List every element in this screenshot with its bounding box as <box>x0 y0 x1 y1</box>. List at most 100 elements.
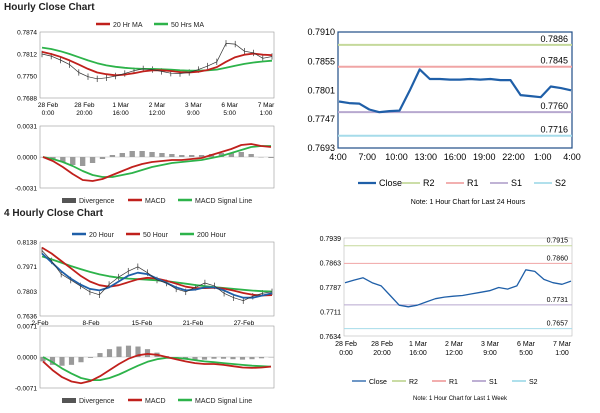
x-tick-date: 3 Mar <box>481 341 500 348</box>
x-tick-label: 10:00 <box>385 152 408 162</box>
y-tick-label: 0.7874 <box>17 30 37 37</box>
divergence-bar <box>68 357 75 365</box>
close-line <box>344 269 572 308</box>
macd-line <box>42 143 272 182</box>
y-tick-label: -0.0071 <box>15 386 37 393</box>
x-tick-date: 28 Feb <box>38 102 59 109</box>
y-tick-label: 0.7787 <box>320 285 342 292</box>
legend-r1-label: R1 <box>467 178 479 188</box>
x-tick-label: 19:00 <box>473 152 496 162</box>
hourly-close-24h-chart: 0.7910 0.7855 0.7801 0.7747 0.7693 0.7886 0.78… <box>307 27 581 206</box>
x-tick-time: 9:00 <box>483 350 497 357</box>
x-tick-date: 2 Mar <box>149 102 166 109</box>
divergence-bar <box>60 157 66 162</box>
series-20hr-ma-line <box>41 51 273 77</box>
x-tick-time: 1:00 <box>260 110 273 117</box>
x-tick-label: 8-Feb <box>83 320 100 327</box>
y-tick-label: 0.7939 <box>320 236 342 243</box>
divergence-bar <box>106 349 113 357</box>
divergence-bar <box>40 357 46 362</box>
macd-line <box>42 352 272 385</box>
divergence-bar <box>238 152 244 157</box>
chart-note: Note: 1 Hour Chart for Last 24 Hours <box>411 199 526 206</box>
plot-frame <box>39 241 275 317</box>
divergence-bar <box>129 151 135 157</box>
divergence-bar <box>89 157 96 163</box>
x-tick-date: 2 Mar <box>445 341 464 348</box>
close-line <box>338 68 572 114</box>
x-tick-label: 22:00 <box>502 152 525 162</box>
level-label-s1: 0.7760 <box>540 101 568 111</box>
x-tick-label: 2-Feb <box>32 320 49 327</box>
x-tick-label: 27-Feb <box>234 320 255 327</box>
x-tick-time: 9:00 <box>187 110 200 117</box>
series-200-hour-line <box>41 255 273 293</box>
y-tick-label: 0.7688 <box>17 96 37 103</box>
hourly-macd-chart: 0.0031 0.0000 -0.0031 Divergence MACD MACD Si… <box>15 124 275 205</box>
level-label-r1: 0.7845 <box>540 56 568 66</box>
level-label-s2: 0.7657 <box>547 321 569 328</box>
divergence-bar <box>135 346 141 357</box>
y-tick-label: 0.0000 <box>17 355 37 362</box>
plot-frame <box>39 31 275 99</box>
x-tick-time: 0:00 <box>339 350 353 357</box>
divergence-bar <box>97 353 103 357</box>
x-tick-time: 20:00 <box>76 110 93 117</box>
legend-s2-label: S2 <box>529 379 538 386</box>
legend-r1-label: R1 <box>449 379 458 386</box>
y-tick-label: 0.7910 <box>307 27 335 37</box>
level-label-r2: 0.7915 <box>547 238 569 245</box>
level-label-r2: 0.7886 <box>540 34 568 44</box>
level-label-s2: 0.7716 <box>540 125 568 135</box>
legend-s1-label: S1 <box>511 178 522 188</box>
legend-50hrs-ma-label: 50 Hrs MA <box>171 22 204 29</box>
x-tick-date: 28 Feb <box>371 341 393 348</box>
series-50hr-ma-line <box>41 46 273 72</box>
legend-s2-label: S2 <box>555 178 566 188</box>
legend-r2-label: R2 <box>423 178 435 188</box>
divergence-bar <box>201 357 208 360</box>
level-label-s1: 0.7731 <box>547 297 569 304</box>
x-tick-label: 4:00 <box>563 152 581 162</box>
series-50-hour-line <box>41 246 273 297</box>
y-tick-label: 0.7971 <box>17 264 37 271</box>
y-tick-label: 0.7634 <box>320 334 342 341</box>
x-tick-label: 7:00 <box>358 152 376 162</box>
legend-divergence-label: Divergence <box>79 398 115 405</box>
hourly-section-title: Hourly Close Chart <box>4 2 95 13</box>
y-tick-label: 0.7693 <box>307 143 335 153</box>
y-tick-label: 0.8138 <box>17 240 37 247</box>
series-close-line <box>41 250 273 302</box>
legend-macd-signal-line-label: MACD Signal Line <box>195 398 252 405</box>
y-tick-label: 0.7812 <box>17 52 37 59</box>
x-tick-label: 21-Feb <box>183 320 204 327</box>
divergence-bar <box>79 157 86 166</box>
x-tick-date: 1 Mar <box>409 341 428 348</box>
x-tick-time: 16:00 <box>409 350 427 357</box>
series-close-line <box>41 43 273 80</box>
chart-note: Note: 1 Hour Chart for Last 1 Week <box>413 396 508 402</box>
weekly-close-chart: 0.7939 0.7863 0.7787 0.7711 0.7634 0.7915 0.78… <box>320 236 573 402</box>
x-tick-label: 1:00 <box>534 152 552 162</box>
y-tick-label: 0.0000 <box>17 155 37 162</box>
y-tick-label: 0.7747 <box>307 114 335 124</box>
divergence-bar <box>179 155 185 157</box>
x-tick-date: 1 Mar <box>112 102 129 109</box>
y-tick-label: 0.7711 <box>320 309 341 316</box>
y-tick-label: 0.7801 <box>307 85 335 95</box>
x-tick-date: 6 Mar <box>517 341 536 348</box>
macd-signal-line <box>42 356 272 381</box>
divergence-bar <box>87 357 94 358</box>
x-tick-date: 28 Feb <box>335 341 357 348</box>
x-tick-time: 20:00 <box>373 350 391 357</box>
divergence-bar <box>192 357 198 361</box>
x-tick-time: 5:00 <box>223 110 236 117</box>
plot-frame <box>343 237 573 337</box>
divergence-bar <box>211 357 217 359</box>
legend-r2-label: R2 <box>409 379 418 386</box>
legend-200-hour-label: 200 Hour <box>197 232 226 239</box>
x-tick-date: 7 Mar <box>553 341 572 348</box>
divergence-bar <box>239 357 246 360</box>
x-tick-date: 3 Mar <box>185 102 202 109</box>
